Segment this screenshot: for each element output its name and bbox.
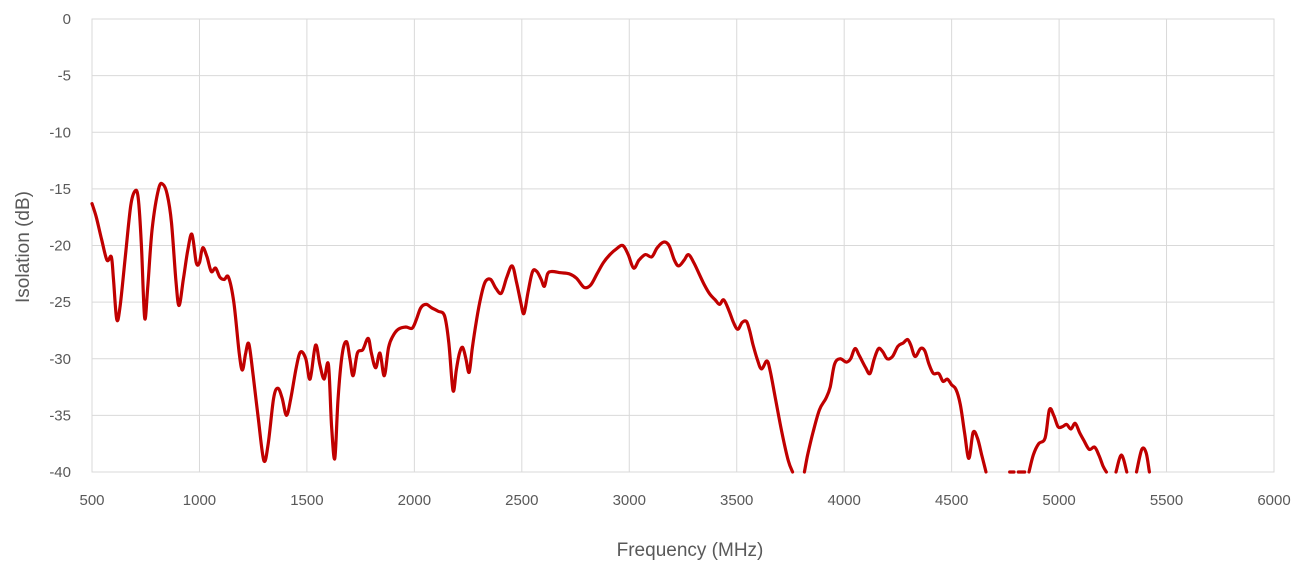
- series-line-segment: [1027, 406, 1108, 474]
- x-tick-label: 1000: [183, 492, 216, 509]
- tick-labels: 500 1000 1500 2000 2500 3000 3500 4000 4500 5000 5…: [49, 11, 1290, 509]
- series-line-segment: [1134, 446, 1151, 474]
- x-tick-label: 3000: [613, 492, 646, 509]
- x-tick-label: 5500: [1150, 492, 1183, 509]
- y-tick-label: 0: [63, 11, 71, 28]
- y-tick-label: -35: [49, 407, 71, 424]
- series-line-segment: [802, 337, 988, 474]
- x-tick-label: 2000: [398, 492, 431, 509]
- y-axis-title: Isolation (dB): [13, 191, 34, 303]
- series-layer: [90, 181, 1151, 474]
- x-tick-label: 1500: [290, 492, 323, 509]
- y-tick-label: -30: [49, 351, 71, 368]
- x-tick-label: 4000: [827, 492, 860, 509]
- grid: [91, 18, 1275, 473]
- y-tick-label: -15: [49, 181, 71, 198]
- series-line-segment: [1114, 453, 1129, 474]
- x-tick-label: 3500: [720, 492, 753, 509]
- x-tick-label: 6000: [1257, 492, 1290, 509]
- x-tick-label: 500: [79, 492, 104, 509]
- x-tick-label: 5000: [1042, 492, 1075, 509]
- y-tick-label: -25: [49, 294, 71, 311]
- y-tick-label: -5: [58, 68, 71, 85]
- y-tick-label: -40: [49, 464, 71, 481]
- y-tick-label: -20: [49, 238, 71, 255]
- x-tick-label: 2500: [505, 492, 538, 509]
- series-line-segment: [90, 181, 795, 474]
- x-axis-title: Frequency (MHz): [617, 540, 764, 561]
- y-tick-label: -10: [49, 124, 71, 141]
- x-tick-label: 4500: [935, 492, 968, 509]
